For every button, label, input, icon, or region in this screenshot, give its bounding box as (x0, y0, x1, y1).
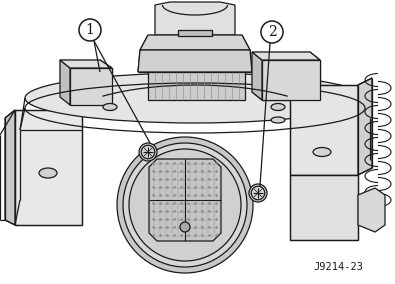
Circle shape (117, 137, 253, 273)
Polygon shape (148, 72, 245, 100)
Polygon shape (155, 2, 235, 35)
Polygon shape (60, 60, 70, 105)
Polygon shape (262, 60, 320, 100)
Polygon shape (358, 78, 372, 175)
Ellipse shape (103, 103, 117, 110)
Ellipse shape (271, 103, 285, 110)
Circle shape (261, 21, 283, 43)
Polygon shape (138, 50, 252, 72)
Ellipse shape (313, 147, 331, 156)
Polygon shape (290, 175, 358, 240)
Polygon shape (290, 85, 358, 175)
Polygon shape (60, 60, 112, 68)
Text: J9214-23: J9214-23 (313, 262, 363, 272)
Polygon shape (252, 52, 262, 100)
Polygon shape (5, 110, 15, 225)
Bar (178, 30, 212, 36)
Ellipse shape (271, 117, 285, 123)
Circle shape (79, 19, 101, 41)
Text: 2: 2 (268, 25, 276, 39)
Ellipse shape (25, 73, 365, 123)
Polygon shape (358, 188, 385, 232)
Circle shape (249, 184, 267, 202)
Polygon shape (149, 159, 221, 241)
Polygon shape (70, 68, 112, 105)
Circle shape (180, 222, 190, 232)
Ellipse shape (39, 168, 57, 178)
Polygon shape (140, 35, 250, 50)
Polygon shape (15, 110, 82, 225)
Circle shape (139, 143, 157, 161)
Circle shape (123, 143, 247, 267)
Polygon shape (252, 52, 320, 60)
Circle shape (129, 149, 241, 261)
Text: 1: 1 (86, 23, 94, 37)
